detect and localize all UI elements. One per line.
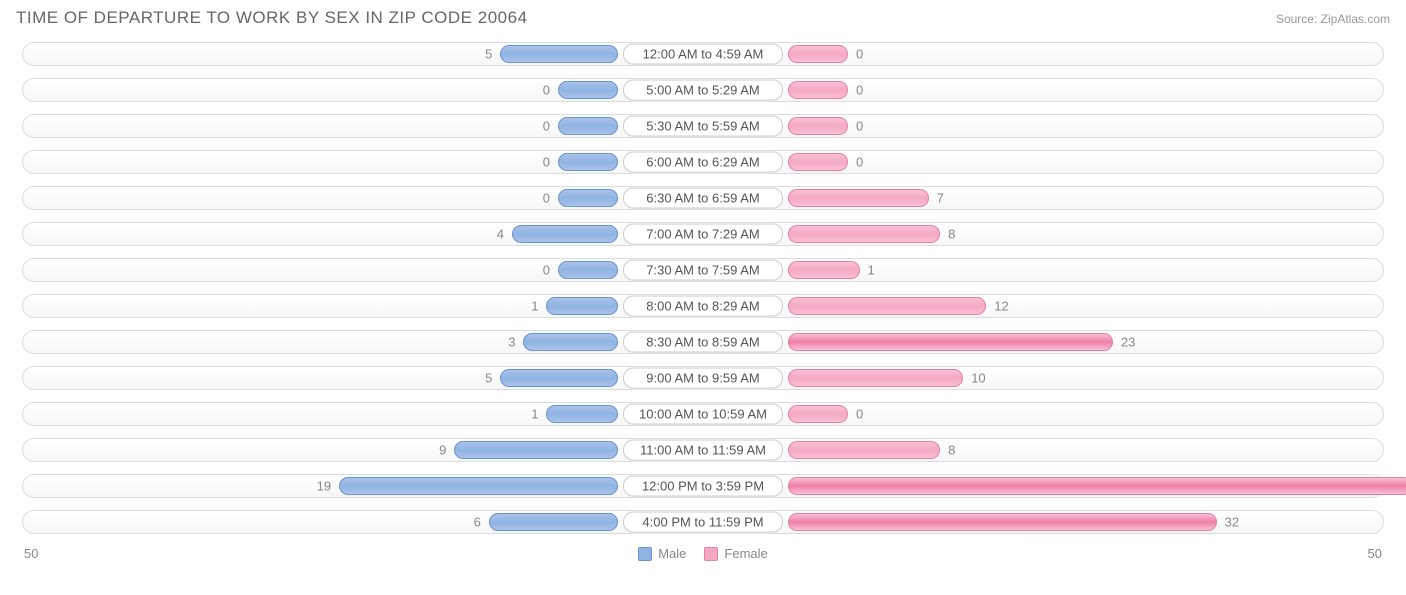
- male-bar: [546, 405, 618, 423]
- male-bar: [558, 261, 618, 279]
- axis-left-max: 50: [24, 546, 38, 561]
- time-range-label: 12:00 PM to 3:59 PM: [623, 476, 783, 497]
- legend-male-label: Male: [658, 546, 686, 561]
- time-range-label: 6:00 AM to 6:29 AM: [623, 152, 783, 173]
- male-value: 5: [485, 371, 492, 386]
- female-bar: [788, 225, 940, 243]
- time-range-label: 7:30 AM to 7:59 AM: [623, 260, 783, 281]
- female-bar: [788, 189, 929, 207]
- female-bar: [788, 297, 986, 315]
- female-value: 0: [856, 155, 863, 170]
- female-value: 12: [994, 299, 1008, 314]
- male-bar: [558, 81, 618, 99]
- male-value: 4: [497, 227, 504, 242]
- male-bar: [558, 153, 618, 171]
- chart-row: 1 12 8:00 AM to 8:29 AM: [12, 290, 1394, 322]
- female-value: 8: [948, 443, 955, 458]
- time-range-label: 8:30 AM to 8:59 AM: [623, 332, 783, 353]
- male-value: 9: [439, 443, 446, 458]
- time-range-label: 8:00 AM to 8:29 AM: [623, 296, 783, 317]
- male-value: 5: [485, 47, 492, 62]
- chart-row: 6 32 4:00 PM to 11:59 PM: [12, 506, 1394, 538]
- male-swatch-icon: [638, 547, 652, 561]
- time-range-label: 5:30 AM to 5:59 AM: [623, 116, 783, 137]
- chart-row: 4 8 7:00 AM to 7:29 AM: [12, 218, 1394, 250]
- male-bar: [500, 369, 618, 387]
- chart-row: 0 0 5:00 AM to 5:29 AM: [12, 74, 1394, 106]
- chart-row: 1 0 10:00 AM to 10:59 AM: [12, 398, 1394, 430]
- time-range-label: 11:00 AM to 11:59 AM: [623, 440, 783, 461]
- female-value: 10: [971, 371, 985, 386]
- male-bar: [339, 477, 618, 495]
- time-range-label: 12:00 AM to 4:59 AM: [623, 44, 783, 65]
- chart-row: 9 8 11:00 AM to 11:59 AM: [12, 434, 1394, 466]
- male-value: 0: [543, 83, 550, 98]
- female-value: 0: [856, 47, 863, 62]
- female-bar: [788, 333, 1113, 351]
- male-bar: [546, 297, 618, 315]
- time-range-label: 5:00 AM to 5:29 AM: [623, 80, 783, 101]
- legend-female-label: Female: [724, 546, 767, 561]
- chart-area: 5 0 12:00 AM to 4:59 AM 0 0 5:00 AM to 5:29 A…: [12, 38, 1394, 538]
- female-value: 32: [1225, 515, 1239, 530]
- female-value: 23: [1121, 335, 1135, 350]
- male-bar: [454, 441, 618, 459]
- male-value: 19: [317, 479, 331, 494]
- female-value: 8: [948, 227, 955, 242]
- male-value: 1: [531, 407, 538, 422]
- female-bar: [788, 441, 940, 459]
- male-bar: [523, 333, 618, 351]
- male-value: 0: [543, 263, 550, 278]
- chart-row: 5 10 9:00 AM to 9:59 AM: [12, 362, 1394, 394]
- legend-male: Male: [638, 546, 686, 561]
- legend-female: Female: [704, 546, 767, 561]
- time-range-label: 10:00 AM to 10:59 AM: [623, 404, 783, 425]
- time-range-label: 9:00 AM to 9:59 AM: [623, 368, 783, 389]
- chart-row: 0 0 6:00 AM to 6:29 AM: [12, 146, 1394, 178]
- female-bar: [788, 153, 848, 171]
- female-bar: [788, 117, 848, 135]
- male-value: 0: [543, 191, 550, 206]
- axis-right-max: 50: [1368, 546, 1382, 561]
- male-value: 1: [531, 299, 538, 314]
- female-bar: [788, 261, 860, 279]
- female-bar: [788, 81, 848, 99]
- male-bar: [489, 513, 618, 531]
- chart-row: 3 23 8:30 AM to 8:59 AM: [12, 326, 1394, 358]
- male-bar: [500, 45, 618, 63]
- time-range-label: 6:30 AM to 6:59 AM: [623, 188, 783, 209]
- female-value: 0: [856, 407, 863, 422]
- chart-row: 0 0 5:30 AM to 5:59 AM: [12, 110, 1394, 142]
- chart-row: 194912:00 PM to 3:59 PM: [12, 470, 1394, 502]
- female-value: 0: [856, 83, 863, 98]
- female-bar: [788, 477, 1406, 495]
- male-value: 0: [543, 155, 550, 170]
- legend: Male Female: [638, 546, 768, 561]
- female-bar: [788, 45, 848, 63]
- male-value: 0: [543, 119, 550, 134]
- chart-row: 0 1 7:30 AM to 7:59 AM: [12, 254, 1394, 286]
- chart-row: 0 7 6:30 AM to 6:59 AM: [12, 182, 1394, 214]
- female-bar: [788, 405, 848, 423]
- male-bar: [558, 189, 618, 207]
- chart-source: Source: ZipAtlas.com: [1276, 12, 1390, 26]
- male-value: 3: [508, 335, 515, 350]
- male-bar: [558, 117, 618, 135]
- female-value: 7: [937, 191, 944, 206]
- chart-row: 5 0 12:00 AM to 4:59 AM: [12, 38, 1394, 70]
- time-range-label: 7:00 AM to 7:29 AM: [623, 224, 783, 245]
- female-value: 0: [856, 119, 863, 134]
- female-bar: [788, 513, 1217, 531]
- male-value: 6: [474, 515, 481, 530]
- chart-title: TIME OF DEPARTURE TO WORK BY SEX IN ZIP …: [16, 8, 528, 28]
- female-swatch-icon: [704, 547, 718, 561]
- female-bar: [788, 369, 963, 387]
- time-range-label: 4:00 PM to 11:59 PM: [623, 512, 783, 533]
- female-value: 1: [868, 263, 875, 278]
- male-bar: [512, 225, 618, 243]
